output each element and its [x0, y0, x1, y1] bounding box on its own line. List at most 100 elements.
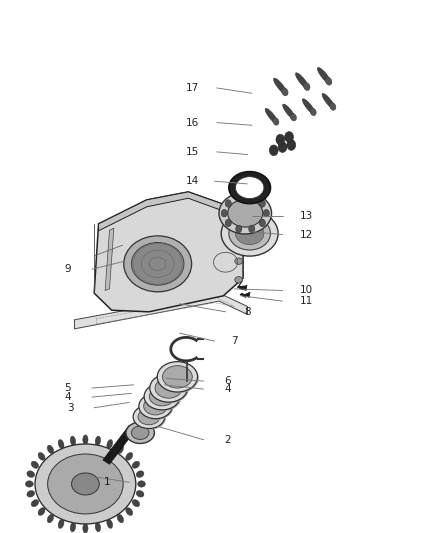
- Ellipse shape: [27, 490, 35, 497]
- Ellipse shape: [48, 454, 123, 514]
- Ellipse shape: [117, 445, 124, 454]
- Ellipse shape: [304, 83, 310, 91]
- Circle shape: [249, 225, 255, 232]
- Ellipse shape: [325, 77, 332, 85]
- Ellipse shape: [131, 426, 149, 439]
- Ellipse shape: [131, 243, 184, 285]
- Ellipse shape: [138, 409, 160, 425]
- Ellipse shape: [322, 93, 335, 109]
- Ellipse shape: [150, 374, 187, 402]
- Ellipse shape: [124, 236, 192, 292]
- Text: 7: 7: [231, 336, 238, 346]
- Text: 6: 6: [224, 376, 231, 386]
- Ellipse shape: [38, 453, 45, 461]
- Circle shape: [259, 200, 265, 207]
- Ellipse shape: [144, 383, 180, 410]
- Ellipse shape: [38, 507, 45, 515]
- Ellipse shape: [221, 211, 278, 256]
- Ellipse shape: [140, 394, 173, 420]
- Ellipse shape: [58, 519, 64, 528]
- Ellipse shape: [229, 217, 270, 250]
- Ellipse shape: [144, 398, 167, 415]
- Ellipse shape: [136, 471, 144, 478]
- Ellipse shape: [126, 422, 154, 443]
- Text: 10: 10: [300, 286, 313, 295]
- Ellipse shape: [58, 440, 64, 449]
- Ellipse shape: [31, 461, 39, 469]
- Ellipse shape: [283, 104, 296, 120]
- Text: 17: 17: [186, 83, 199, 93]
- Circle shape: [259, 219, 265, 227]
- Ellipse shape: [235, 238, 243, 244]
- Polygon shape: [99, 192, 237, 231]
- Ellipse shape: [70, 522, 76, 532]
- Circle shape: [249, 194, 255, 201]
- Ellipse shape: [235, 277, 243, 283]
- Polygon shape: [237, 286, 244, 290]
- Circle shape: [278, 142, 287, 152]
- Circle shape: [236, 194, 242, 201]
- Ellipse shape: [133, 405, 165, 429]
- Ellipse shape: [31, 499, 39, 507]
- Ellipse shape: [310, 108, 316, 116]
- Ellipse shape: [139, 393, 172, 419]
- Text: 14: 14: [186, 176, 199, 186]
- Circle shape: [221, 209, 227, 217]
- Ellipse shape: [47, 445, 54, 454]
- Text: 12: 12: [300, 230, 313, 239]
- Ellipse shape: [296, 73, 309, 89]
- Ellipse shape: [83, 523, 88, 533]
- Circle shape: [225, 219, 231, 227]
- Ellipse shape: [83, 435, 88, 445]
- Ellipse shape: [132, 461, 140, 469]
- Ellipse shape: [162, 366, 192, 388]
- Ellipse shape: [290, 114, 297, 121]
- Ellipse shape: [235, 258, 243, 264]
- Ellipse shape: [70, 436, 76, 446]
- Ellipse shape: [235, 176, 264, 198]
- Text: 3: 3: [67, 403, 74, 413]
- Polygon shape: [105, 228, 114, 290]
- Ellipse shape: [107, 440, 113, 449]
- Ellipse shape: [117, 514, 124, 523]
- Text: 8: 8: [244, 307, 251, 317]
- Ellipse shape: [71, 473, 99, 495]
- Ellipse shape: [229, 172, 270, 204]
- Polygon shape: [243, 292, 250, 297]
- Text: 1: 1: [104, 478, 111, 487]
- Ellipse shape: [219, 192, 272, 234]
- Text: 4: 4: [224, 384, 231, 394]
- Ellipse shape: [155, 378, 182, 398]
- Ellipse shape: [27, 471, 35, 478]
- Ellipse shape: [159, 362, 199, 393]
- Circle shape: [269, 145, 278, 156]
- Polygon shape: [240, 285, 247, 290]
- Ellipse shape: [145, 384, 181, 411]
- Text: 15: 15: [186, 147, 199, 157]
- Ellipse shape: [107, 519, 113, 528]
- Circle shape: [225, 200, 231, 207]
- Circle shape: [263, 209, 269, 217]
- Ellipse shape: [157, 361, 198, 392]
- Polygon shape: [74, 293, 247, 329]
- Ellipse shape: [265, 108, 278, 124]
- Text: 2: 2: [224, 435, 231, 445]
- Ellipse shape: [25, 481, 33, 487]
- Ellipse shape: [47, 514, 54, 523]
- Text: 4: 4: [64, 392, 71, 402]
- Ellipse shape: [149, 387, 175, 406]
- Ellipse shape: [126, 453, 133, 461]
- Text: 5: 5: [64, 383, 71, 393]
- Ellipse shape: [228, 199, 263, 227]
- Ellipse shape: [95, 436, 101, 446]
- Ellipse shape: [273, 118, 279, 125]
- Ellipse shape: [274, 78, 287, 94]
- Text: 16: 16: [186, 118, 199, 127]
- Ellipse shape: [330, 103, 336, 110]
- Text: 9: 9: [64, 264, 71, 274]
- Polygon shape: [103, 425, 136, 464]
- Text: 13: 13: [300, 211, 313, 221]
- Ellipse shape: [151, 375, 189, 403]
- Ellipse shape: [35, 444, 136, 524]
- Ellipse shape: [138, 481, 145, 487]
